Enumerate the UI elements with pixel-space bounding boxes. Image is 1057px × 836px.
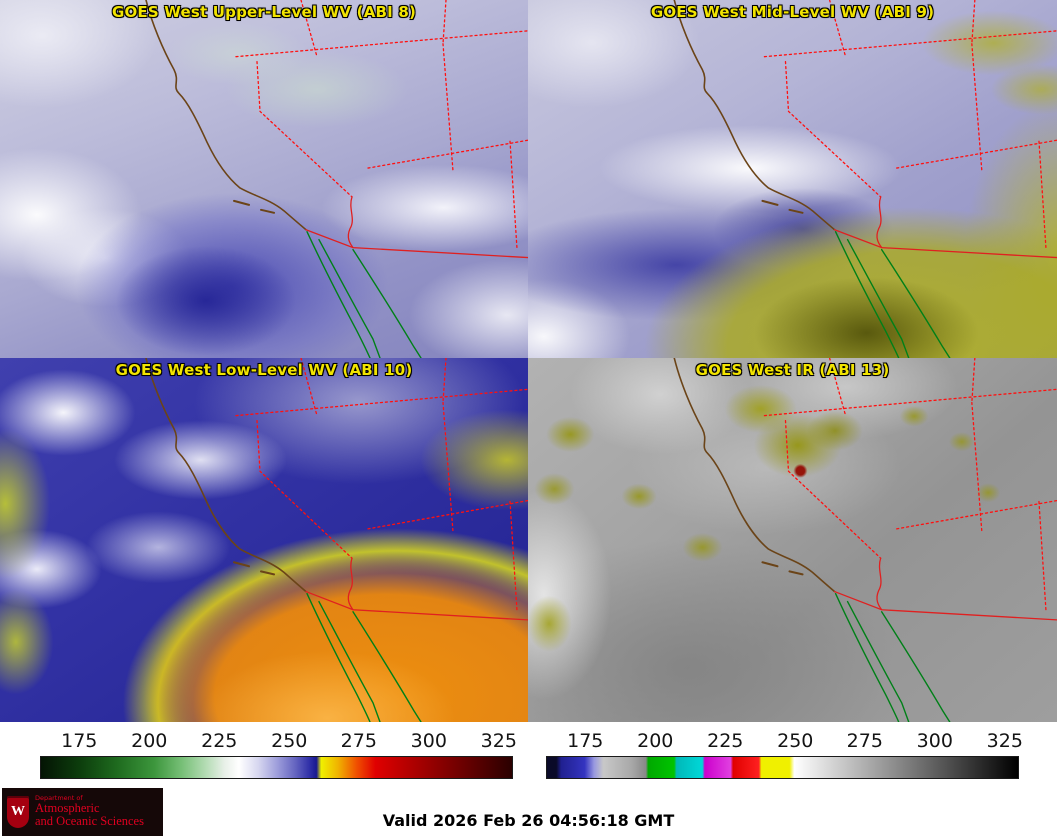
ir-colorbar <box>546 756 1019 779</box>
tick-label: 325 <box>986 730 1023 752</box>
tick-label: 300 <box>916 730 953 752</box>
tick-label: 175 <box>567 730 604 752</box>
wv-colorbar-group: 175 200 225 250 275 300 325 <box>40 722 517 788</box>
tick-label: 225 <box>707 730 744 752</box>
tick-label: 225 <box>201 730 238 752</box>
tick-label: 250 <box>271 730 308 752</box>
map-boundaries-overlay <box>144 358 528 722</box>
panel-title-abi9: GOES West Mid-Level WV (ABI 9) <box>650 3 935 21</box>
valid-timestamp: Valid 2026 Feb 26 04:56:18 GMT <box>382 811 675 830</box>
logo-line-2: and Oceanic Sciences <box>35 814 144 829</box>
panel-mid-level-wv: GOES West Mid-Level WV (ABI 9) <box>528 0 1057 358</box>
panel-title-abi10: GOES West Low-Level WV (ABI 10) <box>115 361 413 379</box>
tick-label: 275 <box>340 730 377 752</box>
ir-colorbar-group: 175 200 225 250 275 300 325 <box>546 722 1023 788</box>
panel-grid: GOES West Upper-Level WV (ABI 8) GOES We… <box>0 0 1057 722</box>
tick-label: 200 <box>131 730 168 752</box>
colorbar-row: 175 200 225 250 275 300 325 175 200 225 … <box>0 722 1057 788</box>
wv-colorbar <box>40 756 513 779</box>
logo-line-1: Atmospheric <box>35 801 100 816</box>
tick-label: 200 <box>637 730 674 752</box>
logo-text: Department of Atmospheric and Oceanic Sc… <box>35 795 144 828</box>
logo-department-label: Department of <box>35 794 83 803</box>
map-boundaries-overlay <box>145 0 528 358</box>
footer: W Department of Atmospheric and Oceanic … <box>0 788 1057 836</box>
crest-letter: W <box>11 804 25 819</box>
panel-low-level-wv: GOES West Low-Level WV (ABI 10) <box>0 358 528 722</box>
panel-upper-level-wv: GOES West Upper-Level WV (ABI 8) <box>0 0 528 358</box>
panel-title-abi8: GOES West Upper-Level WV (ABI 8) <box>111 3 417 21</box>
tick-label: 300 <box>410 730 447 752</box>
map-boundaries-overlay <box>673 358 1057 722</box>
map-boundaries-overlay <box>673 0 1057 358</box>
ir-colorbar-ticks: 175 200 225 250 275 300 325 <box>546 722 1023 752</box>
tick-label: 325 <box>480 730 517 752</box>
tick-label: 250 <box>777 730 814 752</box>
panel-title-abi13: GOES West IR (ABI 13) <box>695 361 890 379</box>
uw-aos-logo: W Department of Atmospheric and Oceanic … <box>2 788 163 836</box>
tick-label: 175 <box>61 730 98 752</box>
wv-colorbar-ticks: 175 200 225 250 275 300 325 <box>40 722 517 752</box>
panel-ir: GOES West IR (ABI 13) <box>528 358 1057 722</box>
tick-label: 275 <box>846 730 883 752</box>
uw-crest-icon: W <box>7 796 29 828</box>
